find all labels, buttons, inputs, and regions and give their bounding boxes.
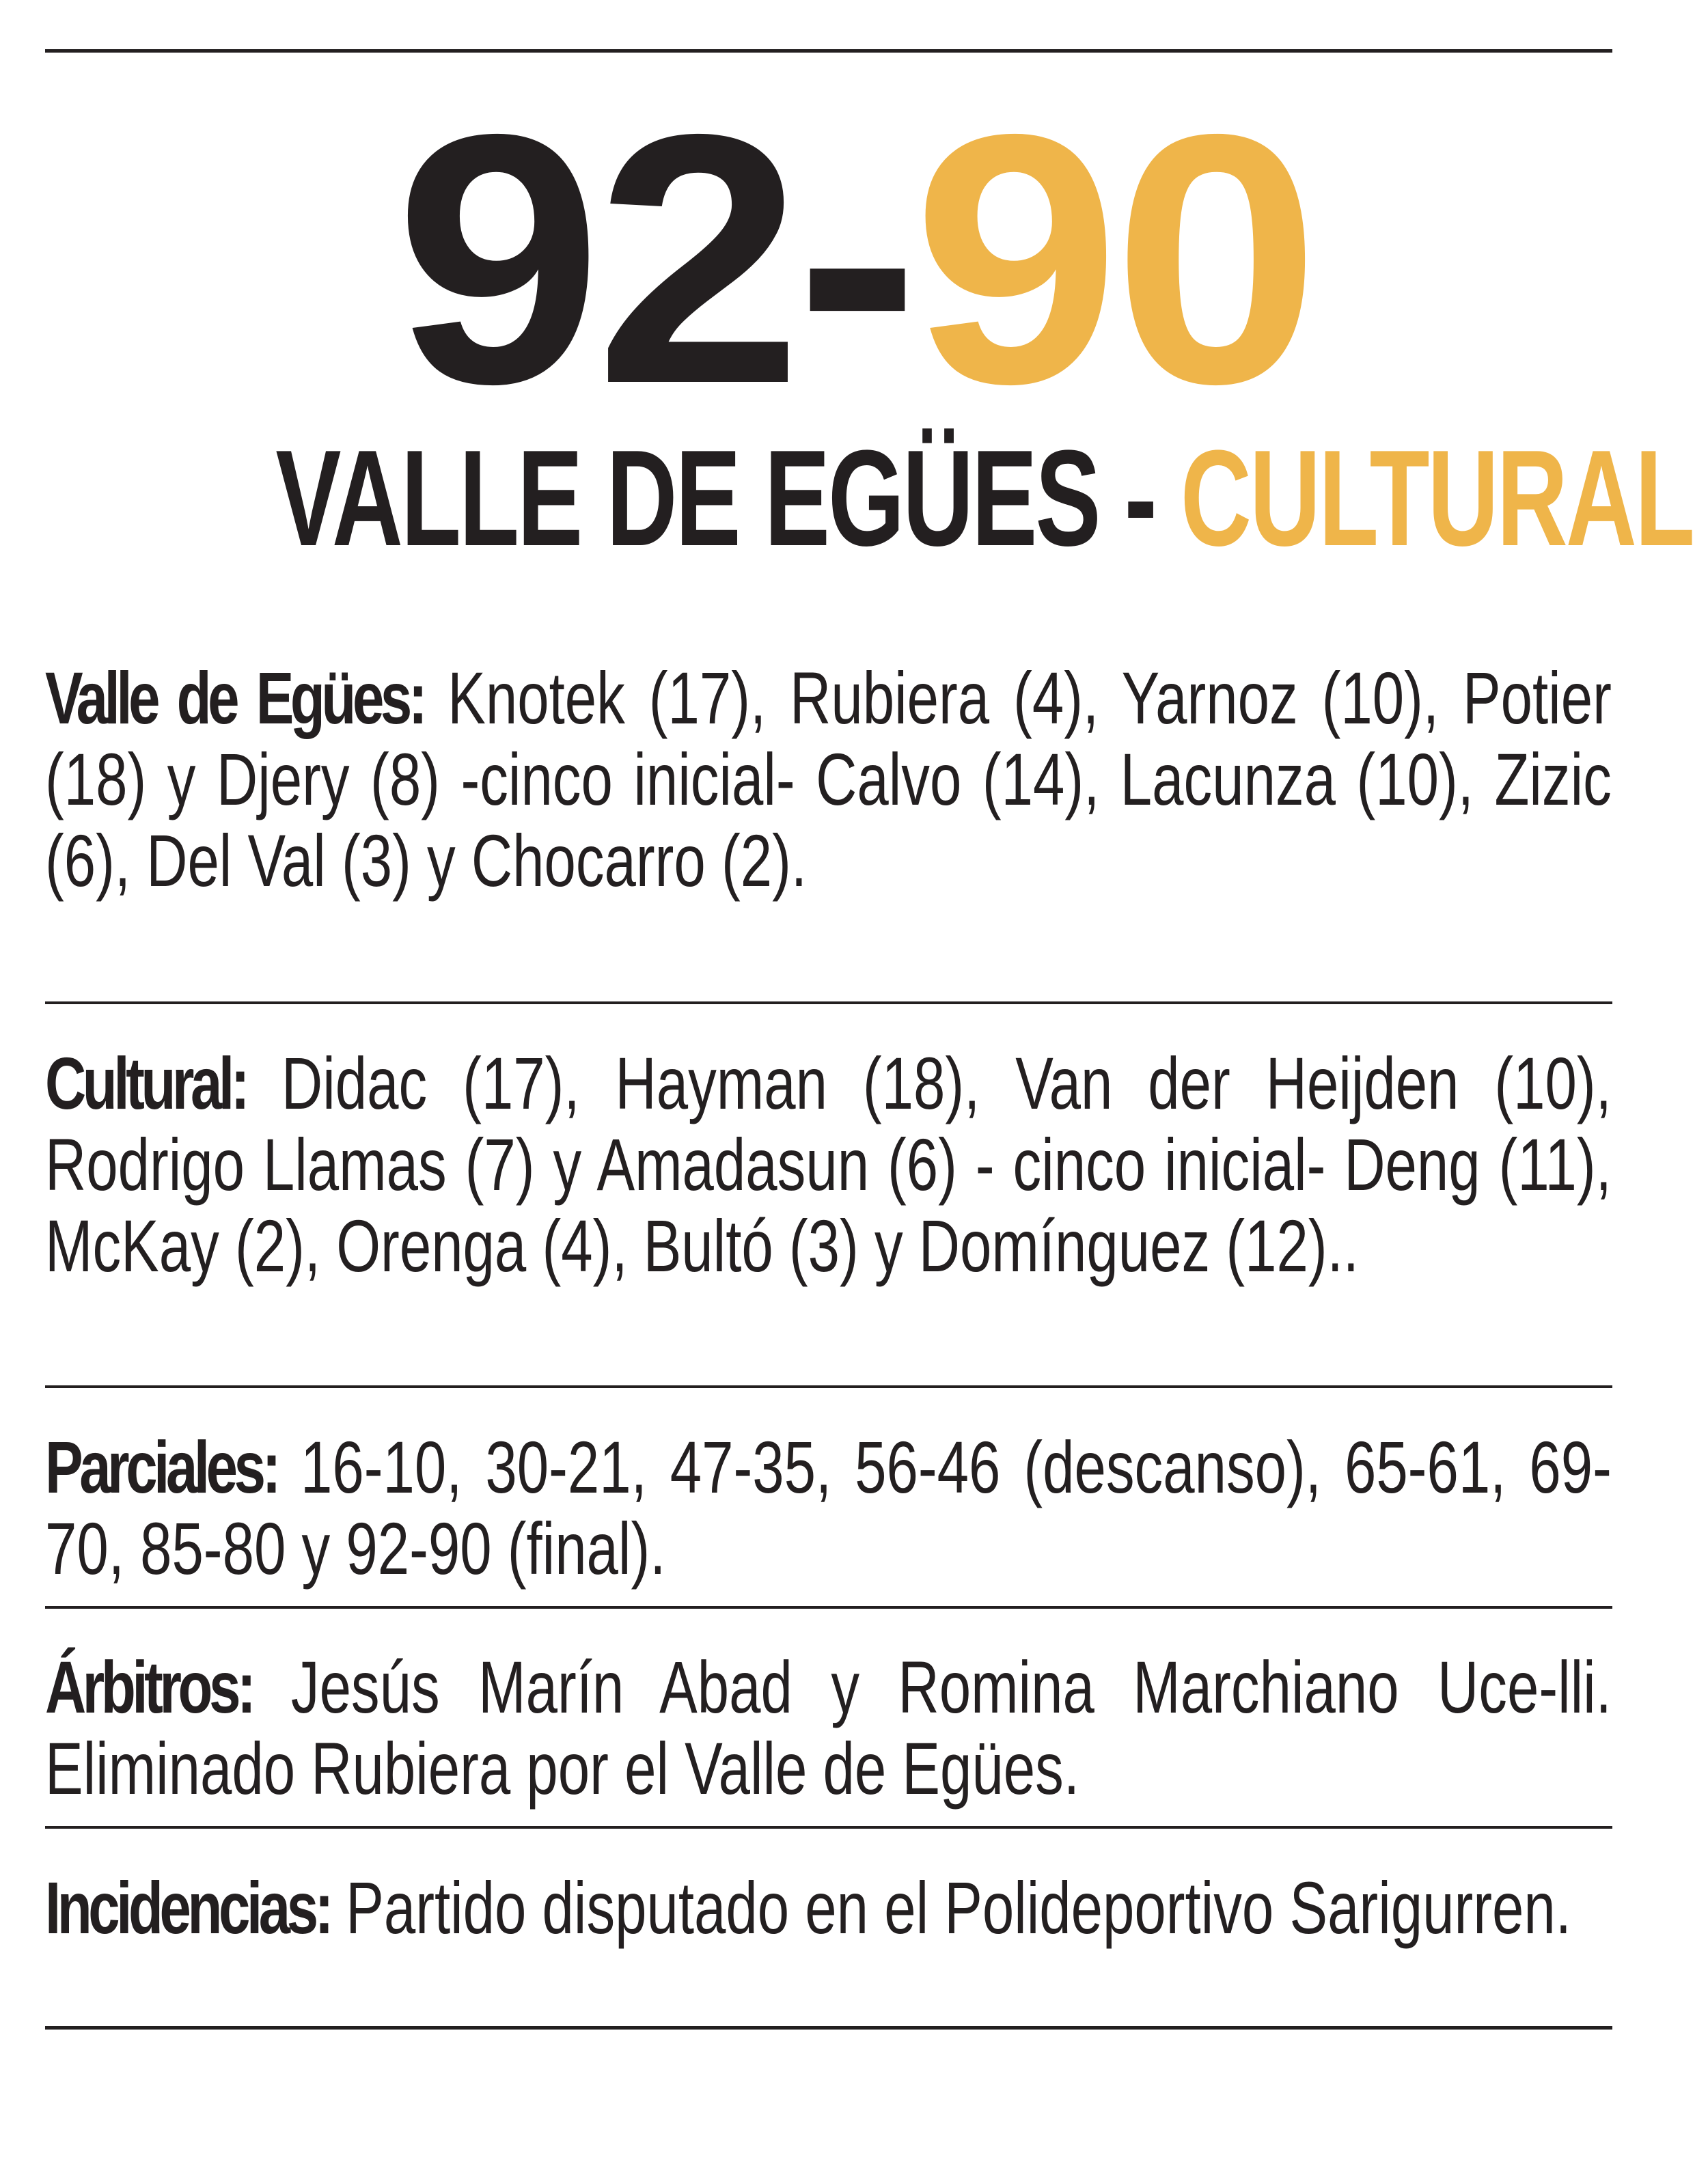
away-team: CULTURAL (1180, 422, 1695, 575)
teams-heading: VALLE DE EGÜES - CULTURAL (0, 430, 1708, 567)
section-text: Jesús Marín Abad y Romina Marchiano Uce-… (45, 1646, 1612, 1810)
divider (45, 1826, 1612, 1829)
partials: Parciales: 16-10, 30-21, 47-35, 56-46 (d… (45, 1426, 1612, 1589)
teams-separator: - (1099, 422, 1181, 575)
section-text: Didac (17), Hayman (18), Van der Heijden… (45, 1042, 1612, 1287)
top-divider (45, 49, 1612, 53)
home-team: VALLE DE EGÜES (275, 422, 1101, 575)
bottom-divider (45, 2026, 1612, 2030)
final-score: 92-90 (0, 82, 1708, 437)
score-separator: - (795, 61, 920, 458)
home-lineup: Valle de Egües: Knotek (17), Rubiera (4)… (45, 657, 1612, 901)
section-label: Valle de Egües: (45, 656, 428, 739)
section-text: Knotek (17), Rubiera (4), Yarnoz (10), P… (45, 656, 1612, 902)
section-label: Árbitros: (45, 1646, 256, 1728)
divider (45, 1001, 1612, 1004)
section-text: Partido disputado en el Polideportivo Sa… (330, 1866, 1571, 1949)
divider (45, 1606, 1612, 1609)
incidents: Incidencias: Partido disputado en el Pol… (45, 1867, 1612, 1948)
referees: Árbitros: Jesús Marín Abad y Romina Marc… (45, 1646, 1612, 1809)
section-label: Incidencias: (45, 1866, 333, 1949)
section-label: Cultural: (45, 1042, 250, 1124)
home-score: 92 (395, 61, 803, 458)
divider (45, 1385, 1612, 1388)
section-text: 16-10, 30-21, 47-35, 56-46 (descanso), 6… (45, 1426, 1612, 1590)
away-lineup: Cultural: Didac (17), Hayman (18), Van d… (45, 1042, 1612, 1286)
away-score: 90 (912, 61, 1321, 458)
section-label: Parciales: (45, 1426, 281, 1508)
